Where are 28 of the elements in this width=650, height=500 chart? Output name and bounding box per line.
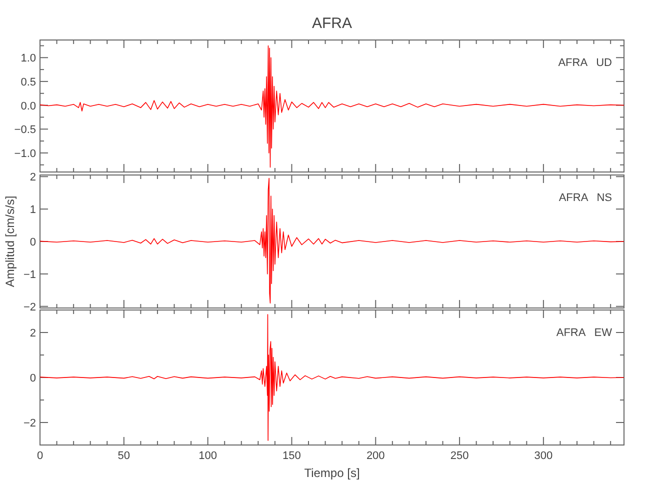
- y-tick-label: 1.0: [20, 52, 36, 65]
- x-tick-label: 300: [534, 450, 553, 462]
- y-tick-label: −1.0: [14, 148, 36, 160]
- y-tick-label: 1: [30, 204, 36, 216]
- y-tick-label: −2: [23, 418, 36, 430]
- line-series: [40, 178, 624, 304]
- x-tick-label: 100: [198, 450, 217, 462]
- x-tick-label: 150: [282, 450, 301, 462]
- y-tick-label: 0.0: [20, 100, 36, 112]
- y-tick-label: 0: [30, 372, 36, 384]
- line-series: [40, 314, 624, 441]
- x-axis-title: Tiempo [s]: [304, 466, 360, 480]
- y-tick-label: 2: [30, 328, 36, 340]
- y-tick-label: 0.5: [20, 76, 36, 88]
- chart-title: AFRA: [312, 15, 352, 32]
- annotation: AFRA NS: [558, 192, 612, 204]
- x-tick-label: 50: [118, 450, 130, 462]
- line-series: [40, 45, 624, 168]
- x-tick-label: 200: [366, 450, 385, 462]
- y-tick-label: 2: [30, 172, 36, 184]
- annotation: AFRA EW: [556, 327, 613, 339]
- x-tick-label: 250: [450, 450, 469, 462]
- y-tick-label: 0: [30, 236, 36, 248]
- annotation: AFRA UD: [558, 57, 612, 69]
- y-tick-label: −1: [23, 268, 36, 281]
- y-tick-label: −2: [23, 301, 36, 314]
- y-tick-label: −0.5: [14, 124, 36, 136]
- y-axis-title: Amplitud [cm/s/s]: [3, 196, 17, 288]
